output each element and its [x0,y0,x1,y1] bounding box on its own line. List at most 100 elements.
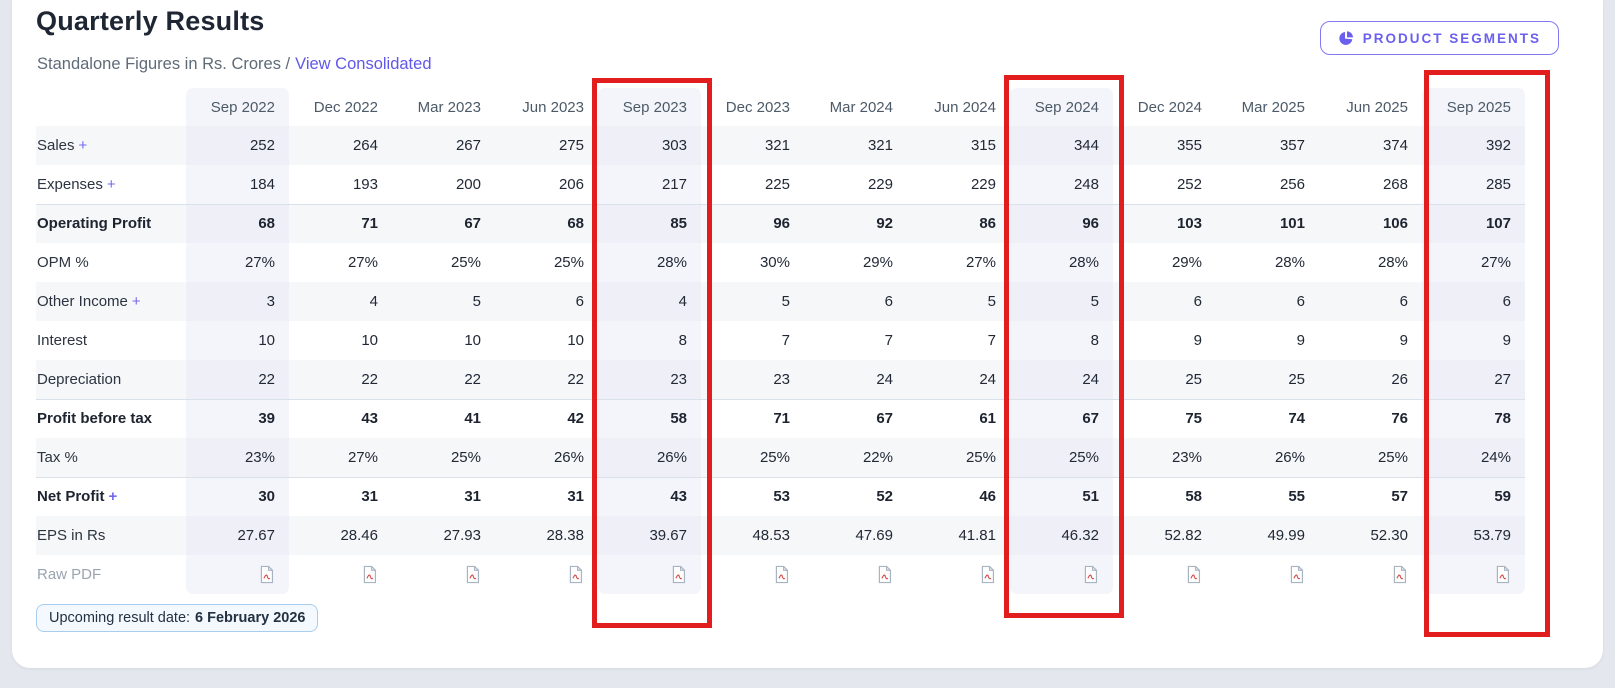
pdf-download-cell-mar-2023[interactable] [392,555,495,594]
pdf-download-cell-dec-2022[interactable] [289,555,392,594]
table-cell: 76 [1319,398,1422,438]
column-header-sep-2023: Sep 2023 [598,88,701,126]
table-cell: 26% [1216,438,1319,477]
table-cell: 28% [598,243,701,282]
product-segments-button[interactable]: PRODUCT SEGMENTS [1319,21,1559,55]
table-cell: 27.93 [392,516,495,555]
pdf-download-cell-dec-2023[interactable] [701,555,804,594]
pdf-file-icon[interactable] [1494,565,1511,584]
table-row-depreciation: Depreciation 22 22 22 22 23 23 24 24 24 25 25 26 27 [36,360,1525,399]
row-label-sales[interactable]: Sales + [36,126,186,165]
quarterly-results-card: Quarterly Results Standalone Figures in … [12,0,1603,668]
table-cell: 5 [701,282,804,321]
row-label-raw-pdf: Raw PDF [37,566,102,583]
table-cell: 252 [1176,175,1202,193]
quarterly-table: Sep 2022 Dec 2022 Mar 2023 Jun 2023 Sep 2023… [36,88,1525,594]
pdf-file-icon[interactable] [464,565,481,584]
table-cell: 10 [186,321,289,360]
pdf-download-cell-sep-2025[interactable] [1422,555,1525,594]
pdf-download-cell-sep-2024[interactable] [1010,555,1113,594]
pdf-file-icon[interactable] [670,565,687,584]
table-cell: 22 [186,360,289,399]
pdf-download-cell-jun-2023[interactable] [495,555,598,594]
table-cell: 26% [598,438,701,477]
table-cell: 23 [701,360,804,399]
table-cell: 58 [598,398,701,438]
pdf-download-cell-sep-2023[interactable] [598,555,701,594]
table-cell: 200 [455,175,481,193]
pdf-file-icon[interactable] [773,565,790,584]
row-label-other-income[interactable]: Other Income + [36,282,186,321]
table-cell: 6 [1113,282,1216,321]
expand-plus-icon[interactable]: + [78,137,88,154]
table-cell: 41 [392,398,495,438]
table-cell: 85 [598,203,701,243]
expand-plus-icon[interactable]: + [106,175,116,193]
table-cell: 25% [907,438,1010,477]
table-cell: 25% [392,438,495,477]
pdf-download-cell-jun-2025[interactable] [1319,555,1422,594]
table-cell: 30% [759,254,790,271]
table-cell: 4 [289,282,392,321]
table-cell: 321 [701,126,804,165]
row-label-net-profit[interactable]: Net Profit + [36,476,186,516]
table-cell: 4 [598,282,701,321]
table-header-row: Sep 2022 Dec 2022 Mar 2023 Jun 2023 Sep 2023… [36,88,1525,126]
expand-plus-icon[interactable]: + [131,293,141,310]
row-label-expenses[interactable]: Expenses + [37,175,116,193]
table-cell: 58 [1113,476,1216,516]
table-cell: 25% [701,438,804,477]
row-label-profit-before-tax: Profit before tax [36,398,186,438]
pdf-file-icon[interactable] [1288,565,1305,584]
pdf-download-cell-sep-2022[interactable] [186,555,289,594]
table-cell: 55 [1216,476,1319,516]
table-cell: 29% [862,254,893,271]
table-cell: 22 [289,360,392,399]
table-cell: 46.32 [1010,516,1113,555]
pdf-download-cell-jun-2024[interactable] [907,555,1010,594]
pdf-download-cell-mar-2024[interactable] [804,555,907,594]
table-cell: 9 [1296,332,1305,349]
table-cell: 252 [186,126,289,165]
table-cell: 28% [1010,243,1113,282]
row-label-interest: Interest [37,332,88,349]
table-cell: 6 [804,282,907,321]
table-cell: 24% [1422,438,1525,477]
table-cell: 229 [970,175,996,193]
pdf-file-icon[interactable] [567,565,584,584]
subtitle: Standalone Figures in Rs. Crores / View C… [37,55,432,74]
view-consolidated-link[interactable]: View Consolidated [295,55,432,73]
table-cell: 5 [907,282,1010,321]
table-cell: 23% [1113,438,1216,477]
table-cell: 26 [1319,360,1422,399]
pdf-file-icon[interactable] [1082,565,1099,584]
table-cell: 42 [495,398,598,438]
column-header-sep-2022: Sep 2022 [186,88,289,126]
pdf-file-icon[interactable] [258,565,275,584]
pdf-file-icon[interactable] [1391,565,1408,584]
subtitle-text: Standalone Figures in Rs. Crores / [37,55,291,73]
table-cell: 59 [1422,476,1525,516]
pdf-download-cell-dec-2024[interactable] [1113,555,1216,594]
expand-plus-icon[interactable]: + [108,488,118,506]
pdf-download-cell-mar-2025[interactable] [1216,555,1319,594]
table-cell: 392 [1422,126,1525,165]
table-cell: 6 [1319,282,1422,321]
table-row-interest: Interest 10 10 10 10 8 7 7 7 8 9 9 9 9 [36,321,1525,360]
row-label-depreciation: Depreciation [36,360,186,399]
table-cell: 5 [1010,282,1113,321]
table-cell: 9 [1422,321,1525,360]
table-row-tax: Tax % 23% 27% 25% 26% 26% 25% 22% 25% 25% 23% 26% 25… [36,438,1525,477]
table-row-eps-in-rs: EPS in Rs 27.67 28.46 27.93 28.38 39.67 48.53 4… [36,516,1525,555]
column-header-dec-2022: Dec 2022 [313,98,378,116]
pdf-file-icon[interactable] [1185,565,1202,584]
table-cell: 24 [907,360,1010,399]
table-cell: 71 [701,398,804,438]
pdf-file-icon[interactable] [876,565,893,584]
pdf-file-icon[interactable] [361,565,378,584]
table-cell: 248 [1010,165,1113,204]
pdf-file-icon[interactable] [979,565,996,584]
row-label-opm: OPM % [37,254,89,271]
table-cell: 22% [804,438,907,477]
table-cell: 256 [1279,175,1305,193]
